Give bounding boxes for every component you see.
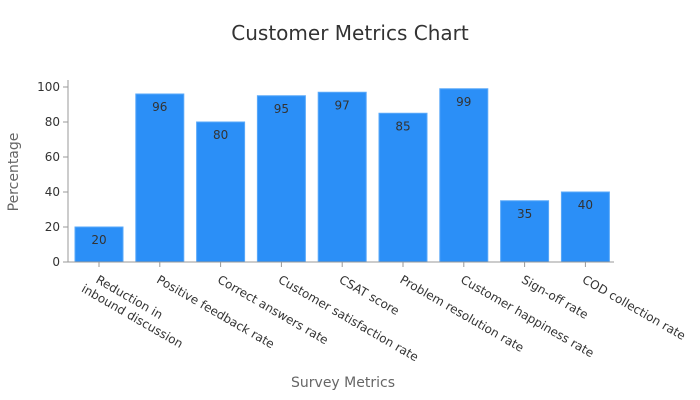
bar (500, 200, 550, 263)
bar-value-label: 96 (152, 100, 167, 114)
y-tick-label: 80 (45, 115, 60, 129)
bar (439, 88, 489, 263)
x-tick-label: COD collection rate (580, 272, 688, 342)
bar-value-label: 80 (213, 128, 228, 142)
bar (317, 91, 367, 263)
bar (74, 226, 124, 263)
bar-value-label: 35 (517, 207, 532, 221)
bar (378, 112, 428, 263)
bar-value-label: 99 (456, 95, 471, 109)
y-axis-label: Percentage (6, 133, 22, 212)
bar (135, 93, 185, 263)
bar-value-label: 85 (395, 119, 410, 133)
bars-group: 20 96 80 95 97 85 99 35 40 (74, 88, 610, 263)
y-axis-ticks: 0 20 40 60 80 100 (37, 80, 68, 269)
y-tick-label: 40 (45, 185, 60, 199)
bar (196, 121, 246, 263)
chart-title: Customer Metrics Chart (231, 21, 469, 45)
y-tick-label: 100 (37, 80, 60, 94)
x-axis-label: Survey Metrics (291, 375, 395, 391)
bar-value-label: 40 (578, 198, 593, 212)
bar (256, 95, 306, 263)
y-tick-label: 0 (52, 255, 60, 269)
bar-value-label: 95 (274, 102, 289, 116)
y-tick-label: 60 (45, 150, 60, 164)
y-tick-label: 20 (45, 220, 60, 234)
bar (560, 191, 610, 263)
bar-value-label: 97 (335, 98, 350, 112)
bar-value-label: 20 (91, 233, 106, 247)
